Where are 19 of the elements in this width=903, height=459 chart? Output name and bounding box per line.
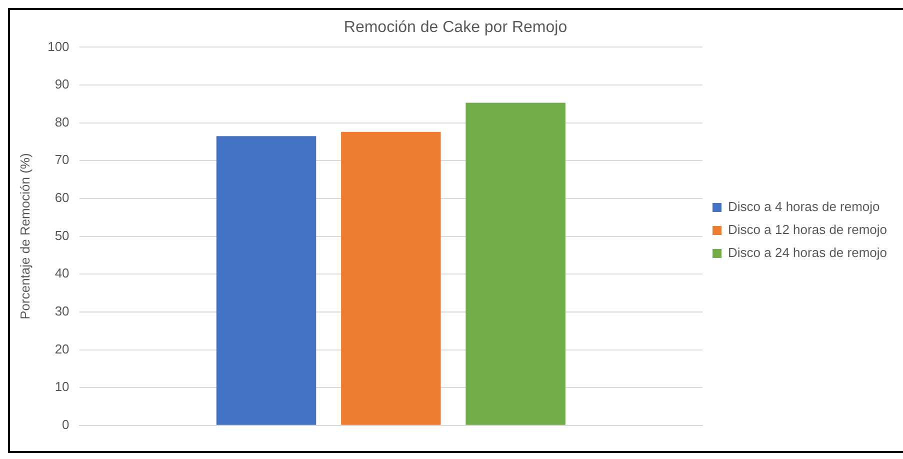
y-tick-label: 10 <box>54 379 70 394</box>
y-axis-title: Porcentaje de Remoción (%) <box>17 153 32 320</box>
bar <box>341 132 441 425</box>
y-tick-label: 30 <box>54 304 70 319</box>
bar <box>466 102 566 425</box>
y-tick-label: 90 <box>54 76 70 92</box>
y-tick-label: 50 <box>54 228 70 243</box>
y-tick-label: 40 <box>54 266 70 281</box>
y-tick-label: 100 <box>48 38 70 54</box>
chart-title: Remoción de Cake por Remojo <box>344 19 568 36</box>
y-tick-label: 80 <box>54 114 70 130</box>
legend-label: Disco a 12 horas de remojo <box>728 222 888 238</box>
y-tick-label: 60 <box>54 190 70 206</box>
y-tick-label: 70 <box>54 152 70 168</box>
legend-label: Disco a 4 horas de remojo <box>728 199 880 214</box>
y-tick-label: 0 <box>62 416 70 432</box>
bar <box>216 136 316 425</box>
y-tick-label: 20 <box>54 341 70 356</box>
legend-label: Disco a 24 horas de remojo <box>728 245 888 260</box>
